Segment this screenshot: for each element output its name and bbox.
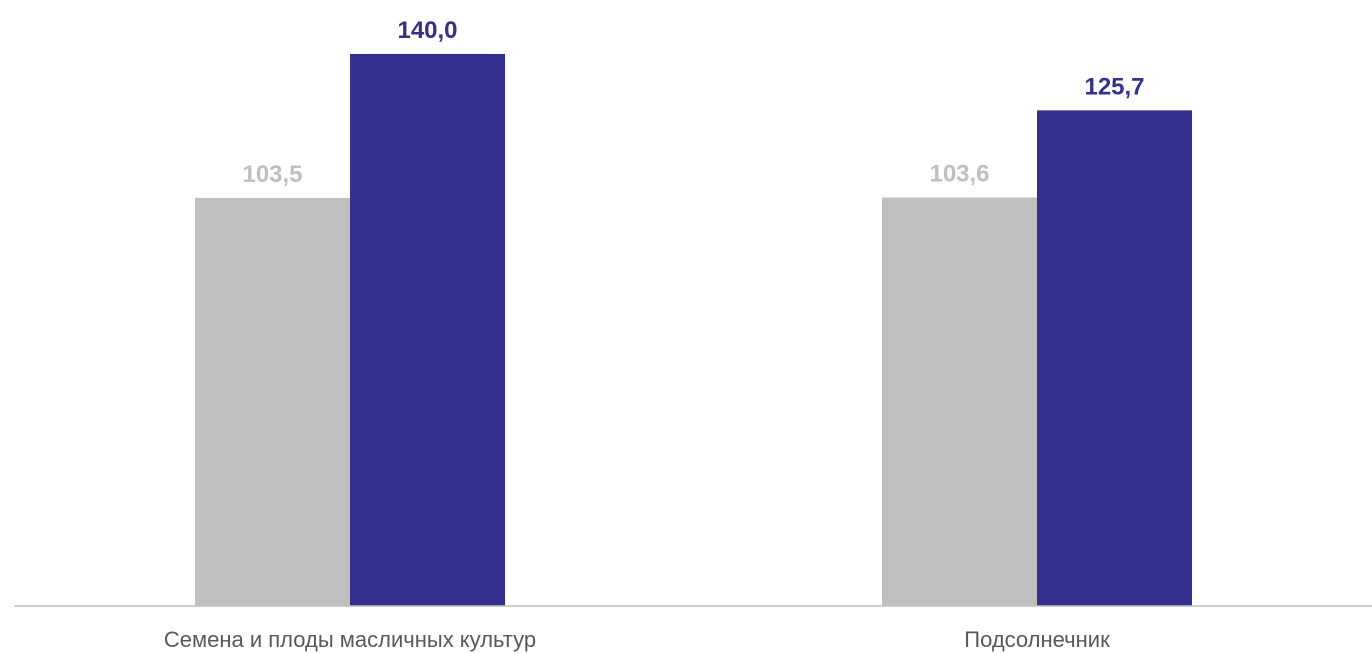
data-label-series2-1: 140,0 <box>397 17 457 44</box>
bar-series2-2 <box>1037 110 1192 606</box>
data-label-series2-2: 125,7 <box>1084 73 1144 100</box>
bar-series2-1 <box>350 53 505 607</box>
data-label-series1-1: 103,5 <box>242 161 302 188</box>
bar-series1-1 <box>195 197 350 606</box>
bars-layer <box>195 53 1192 607</box>
labels-layer: 103,5 103,6 140,0 125,7 Семена и плоды масли… <box>164 17 1145 652</box>
category-label-2: Подсолнечник <box>964 627 1110 652</box>
data-label-series1-2: 103,6 <box>929 161 989 188</box>
bar-series1-2 <box>882 197 1037 607</box>
category-label-1: Семена и плоды масличных культур <box>164 627 536 652</box>
